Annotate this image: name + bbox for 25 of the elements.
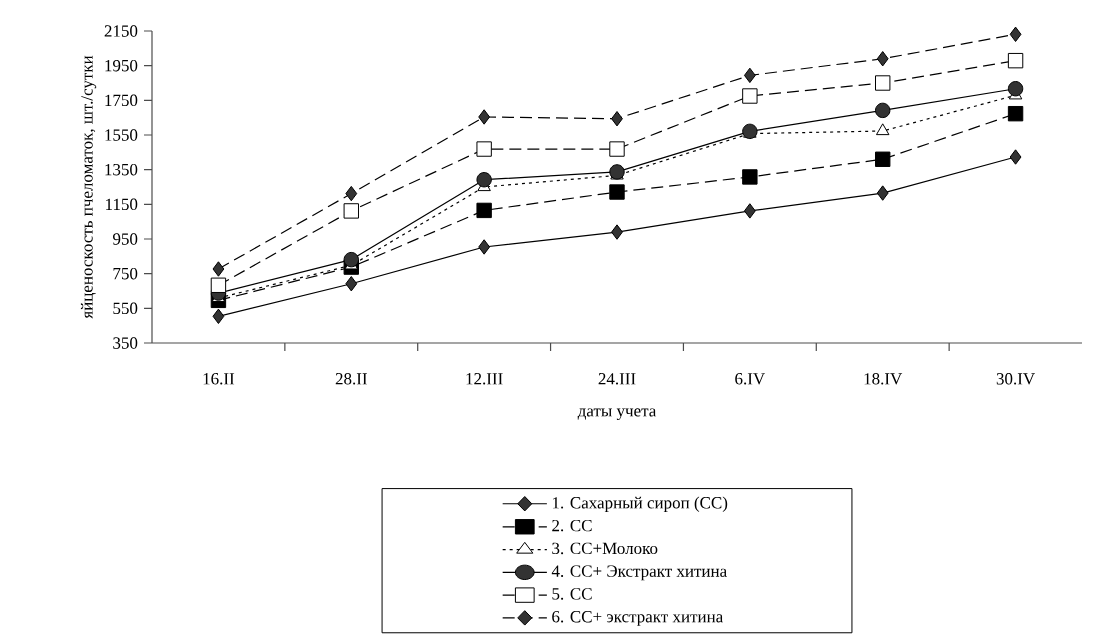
y-tick-label: 1150 xyxy=(106,198,138,211)
x-axis-title: даты учета xyxy=(577,408,657,421)
legend-label: 4. СС+ Экстракт хитина xyxy=(551,565,727,581)
x-tick-label: 6.IV xyxy=(735,373,766,385)
y-tick-label: 750 xyxy=(113,267,138,280)
y-tick-label: 1750 xyxy=(105,94,138,107)
y-tick-label: 950 xyxy=(113,233,138,245)
y-tick-label: 550 xyxy=(113,302,138,315)
x-tick-label: 16.II xyxy=(203,373,235,385)
y-tick-label: 350 xyxy=(113,337,138,349)
y-tick-label: 1350 xyxy=(105,163,138,176)
y-tick-label: 1550 xyxy=(105,129,138,141)
legend-label: 3. СС+Молоко xyxy=(552,542,658,555)
x-tick-label: 18.IV xyxy=(864,373,903,385)
y-tick-label: 2150 xyxy=(104,25,138,37)
legend-label: 6. СС+ экстракт хитина xyxy=(552,610,723,626)
legend-label: 5. СС xyxy=(552,588,592,600)
x-tick-label: 28.II xyxy=(335,373,367,385)
y-tick-label: 1950 xyxy=(105,59,138,72)
legend-label: 1. Сахарный сироп (СС) xyxy=(552,496,728,512)
x-tick-label: 12.III xyxy=(466,373,503,385)
y-axis-title: яйценоскость пчеломаток, шт./сутки xyxy=(80,55,97,319)
x-tick-label: 30.IV xyxy=(996,373,1035,385)
legend-label: 2. СС xyxy=(552,519,592,532)
x-tick-label: 24.III xyxy=(598,373,636,385)
